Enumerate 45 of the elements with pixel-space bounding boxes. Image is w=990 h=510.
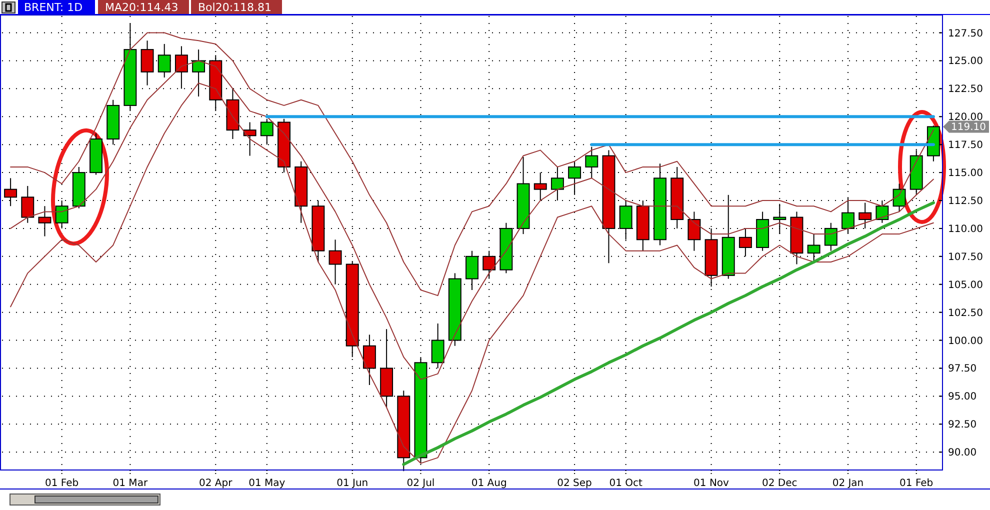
candlestick <box>174 46 188 90</box>
y-tick-label: 110.00 <box>948 224 983 235</box>
y-tick-label: 100.00 <box>948 336 983 347</box>
y-tick-label: 122.50 <box>948 84 983 96</box>
line-series <box>10 82 934 464</box>
y-tick-label: 90.00 <box>948 448 977 459</box>
y-tick-label: 125.00 <box>948 56 983 68</box>
y-tick-label: 117.50 <box>948 140 983 152</box>
chart-title: BRENT: 1D <box>24 1 83 14</box>
x-tick-label: 01 Jun <box>336 478 368 489</box>
candlestick <box>140 40 154 86</box>
x-tick-label: 02 Apr <box>199 478 234 489</box>
y-tick-label: 92.50 <box>948 420 977 431</box>
candlestick <box>773 203 786 235</box>
candlestick <box>482 250 496 280</box>
x-tick-label: 01 Aug <box>471 478 507 489</box>
x-tick-label: 01 May <box>248 478 286 489</box>
x-tick-label: 01 Nov <box>694 478 730 489</box>
line-series <box>402 201 935 466</box>
candlestick <box>362 334 376 386</box>
x-tick-label: 01 Mar <box>112 478 148 489</box>
text: MA20:114.43 <box>105 1 178 14</box>
y-tick-label: 115.00 <box>948 168 983 180</box>
x-tick-label: 01 Feb <box>45 478 79 489</box>
y-tick-label: 127.50 <box>948 28 983 40</box>
y-tick-label: 120.00 <box>948 112 983 124</box>
candlestick <box>328 239 342 285</box>
y-tick-label: 112.50 <box>948 196 983 208</box>
x-tick-label: 02 Dec <box>762 478 798 489</box>
y-tick-label: 105.00 <box>948 280 983 291</box>
text: 119.10 <box>951 122 986 134</box>
y-tick-label: 95.00 <box>948 392 977 403</box>
x-tick-label: 02 Sep <box>557 478 592 489</box>
x-tick-label: 01 Oct <box>609 478 642 489</box>
y-tick-label: 97.50 <box>948 364 977 375</box>
text: Bol20:118.81 <box>198 1 272 14</box>
x-tick-label: 02 Jul <box>406 478 435 489</box>
candlestick <box>21 185 34 224</box>
y-tick-label: 107.50 <box>948 252 983 263</box>
candlestick <box>568 160 582 196</box>
x-tick-label: 02 Jan <box>832 478 864 489</box>
y-tick-label: 102.50 <box>948 308 983 319</box>
x-tick-label: 01 Feb <box>900 478 934 489</box>
candlestick <box>824 222 838 252</box>
candlestick <box>38 206 52 237</box>
